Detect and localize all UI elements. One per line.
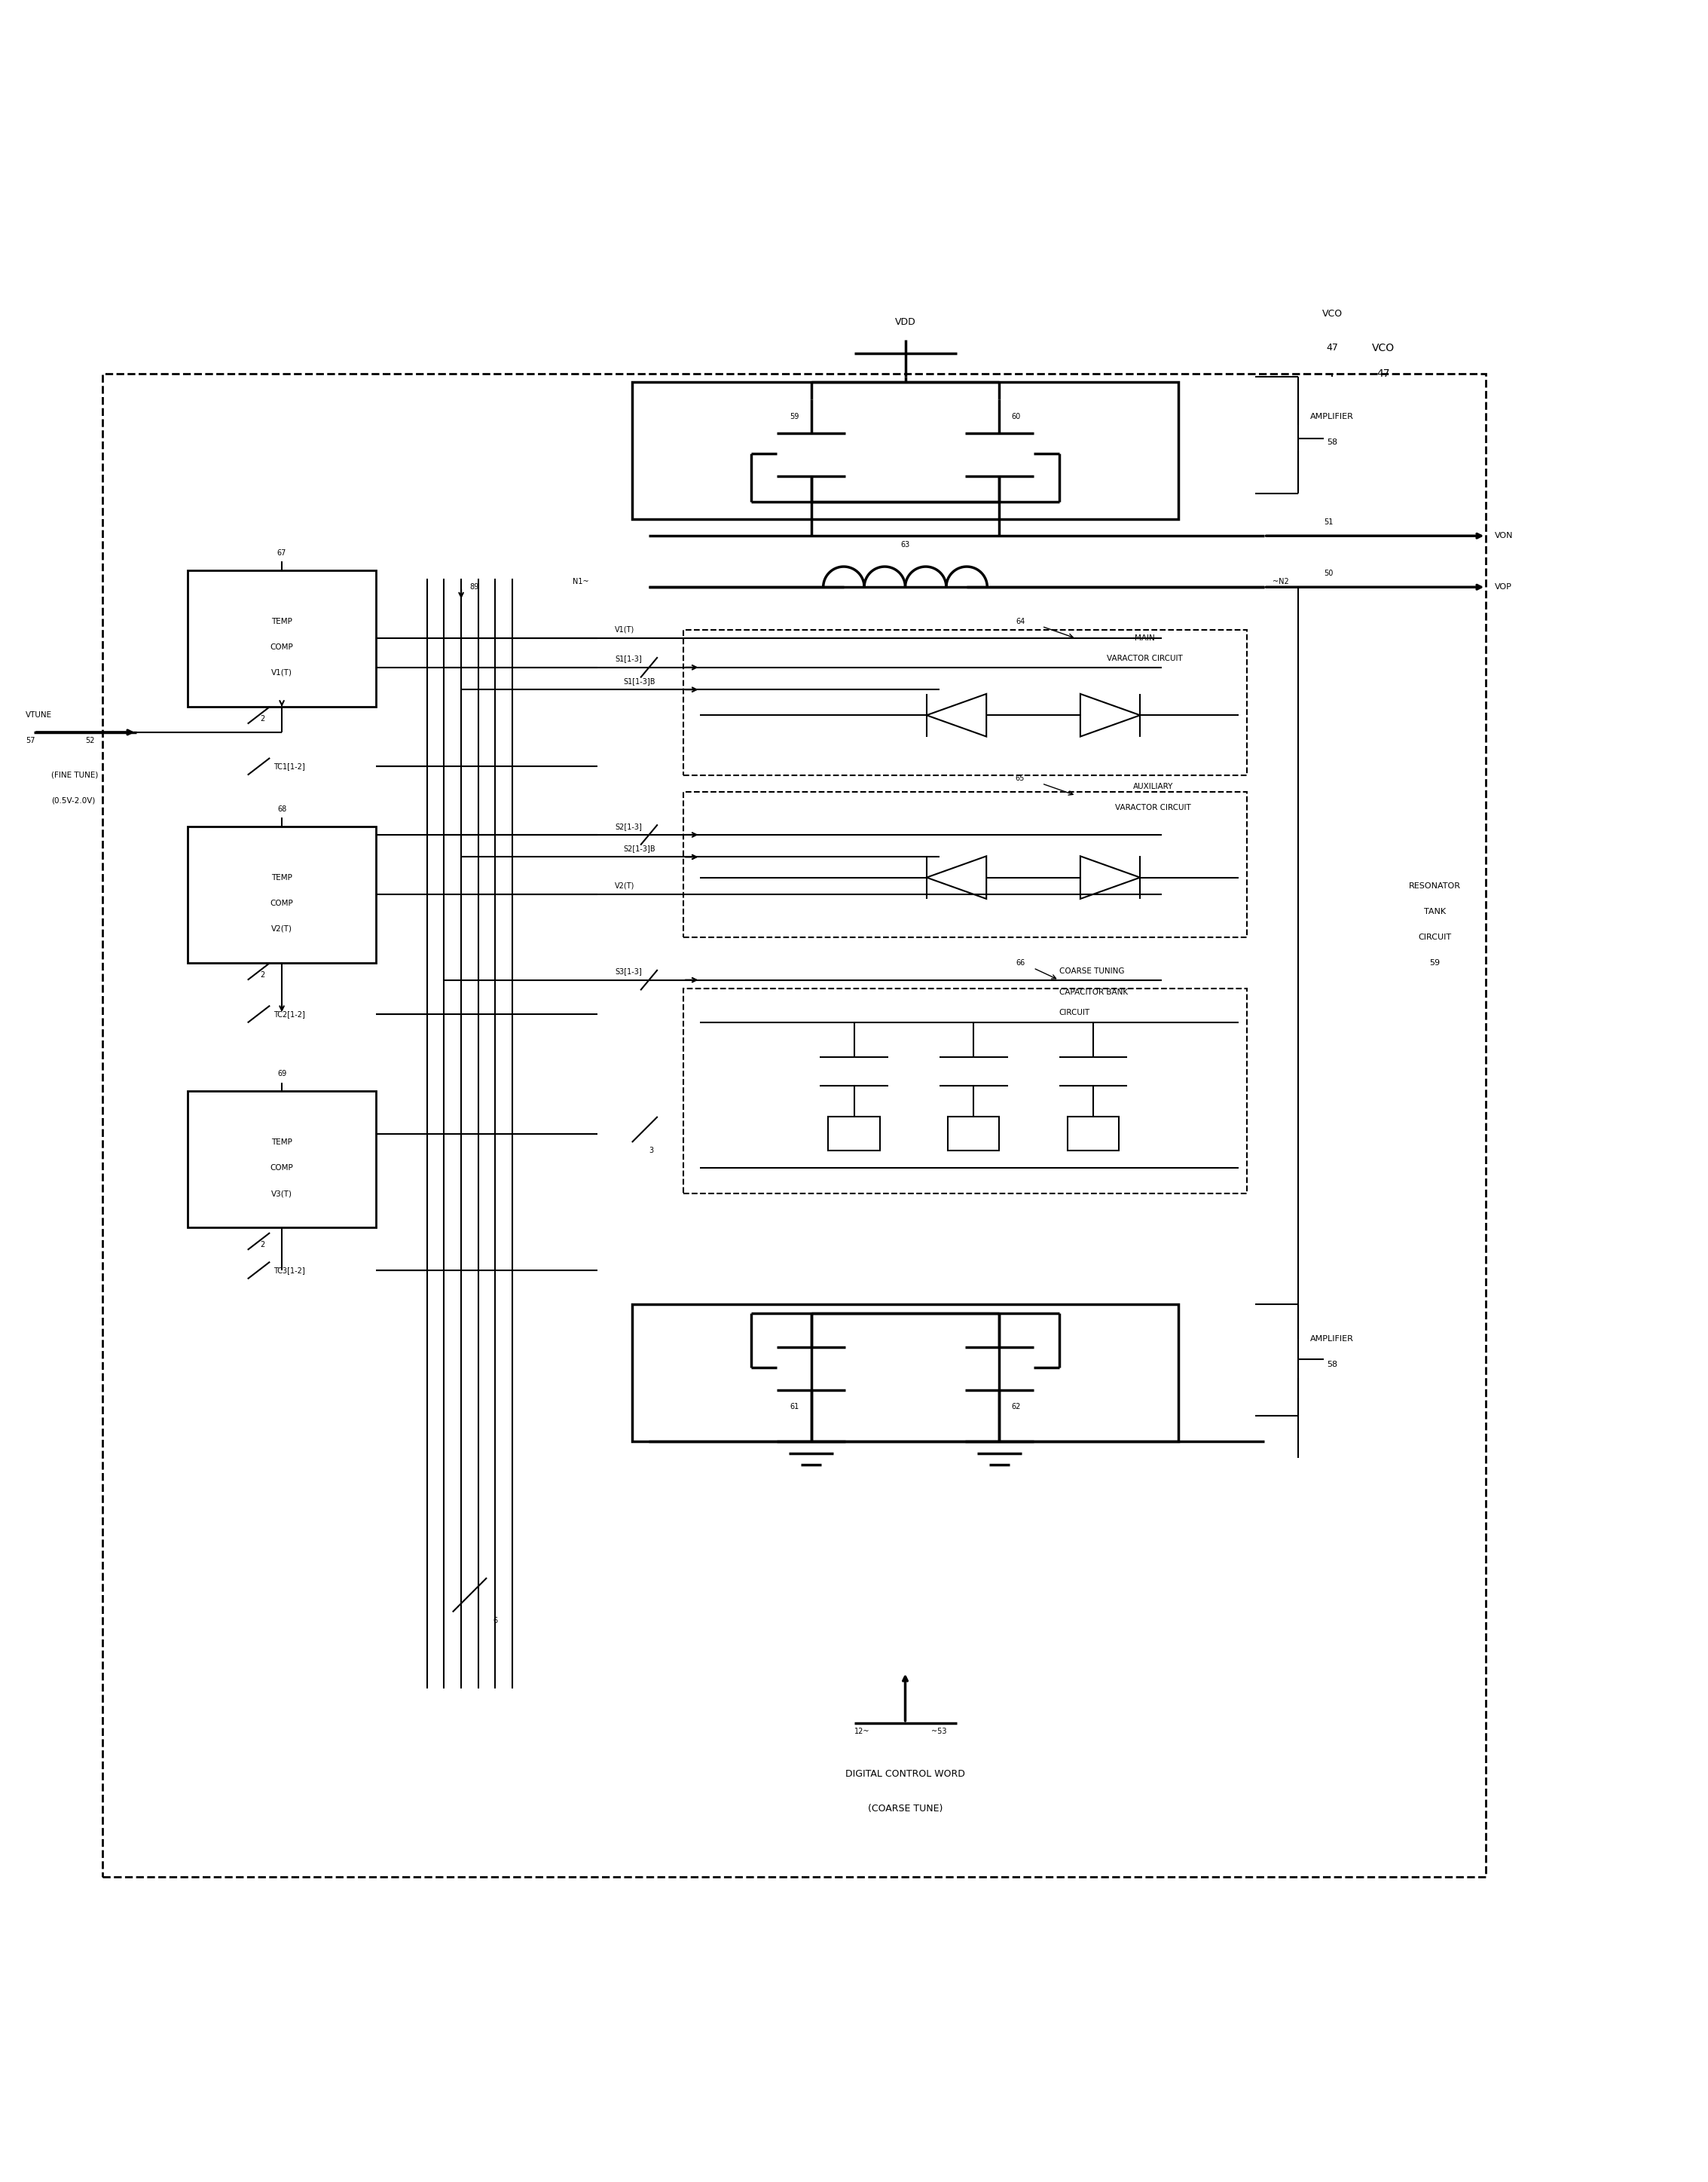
Text: 6: 6 (494, 1617, 497, 1623)
Text: 58: 58 (1327, 1362, 1337, 1368)
Text: VCO: VCO (1322, 310, 1342, 319)
Text: 59: 59 (1430, 960, 1440, 967)
Text: N1~: N1~ (572, 578, 589, 585)
Text: S1[1-3]B: S1[1-3]B (623, 676, 656, 685)
Text: TEMP: TEMP (272, 1139, 292, 1146)
Text: COMP: COMP (270, 899, 294, 908)
Bar (948, 1117, 999, 1150)
Bar (683, 988, 1247, 1194)
Text: (COARSE TUNE): (COARSE TUNE) (868, 1805, 943, 1813)
Text: VARACTOR CIRCUIT: VARACTOR CIRCUIT (1115, 803, 1190, 812)
Text: TEMP: TEMP (272, 618, 292, 624)
Text: 89: 89 (470, 583, 478, 591)
Text: 58: 58 (1327, 439, 1337, 445)
Text: VOP: VOP (1494, 583, 1512, 591)
Text: 63: 63 (900, 541, 910, 548)
Text: VTUNE: VTUNE (26, 711, 51, 720)
Text: 65: 65 (1016, 775, 1025, 781)
Text: 66: 66 (1016, 960, 1025, 967)
Text: VARACTOR CIRCUIT: VARACTOR CIRCUIT (1107, 655, 1182, 663)
Text: AUXILIARY: AUXILIARY (1132, 783, 1173, 790)
Bar (188, 827, 376, 962)
Text: 67: 67 (277, 550, 287, 556)
Text: VDD: VDD (895, 316, 915, 327)
Text: V2(T): V2(T) (615, 882, 635, 890)
Text: 62: 62 (1011, 1403, 1021, 1412)
Text: RESONATOR: RESONATOR (1409, 882, 1460, 890)
Text: 47: 47 (1377, 369, 1390, 380)
Text: 68: 68 (277, 805, 287, 814)
Text: COARSE TUNING: COARSE TUNING (1059, 967, 1124, 975)
Text: 12~: 12~ (854, 1728, 869, 1735)
Text: S1[1-3]: S1[1-3] (615, 655, 642, 663)
Text: COMP: COMP (270, 644, 294, 650)
Text: MAIN: MAIN (1134, 635, 1155, 642)
Text: TANK: TANK (1424, 908, 1445, 916)
Text: 51: 51 (1324, 519, 1332, 526)
Text: V3(T): V3(T) (272, 1189, 292, 1198)
Text: S3[1-3]: S3[1-3] (615, 967, 642, 975)
Text: 3: 3 (649, 1148, 654, 1154)
Bar (102, 373, 1486, 1877)
Text: 60: 60 (1011, 412, 1021, 421)
Text: AMPLIFIER: AMPLIFIER (1310, 412, 1354, 421)
Text: 47: 47 (1325, 343, 1339, 353)
Text: 2: 2 (260, 716, 265, 722)
Bar (632, 382, 1179, 519)
Text: TEMP: TEMP (272, 873, 292, 882)
Text: S2[1-3]: S2[1-3] (615, 823, 642, 829)
Text: CIRCUIT: CIRCUIT (1418, 934, 1452, 940)
Text: ~N2: ~N2 (1272, 578, 1290, 585)
Text: (FINE TUNE): (FINE TUNE) (51, 770, 99, 779)
Bar (683, 631, 1247, 775)
Text: DIGITAL CONTROL WORD: DIGITAL CONTROL WORD (845, 1770, 965, 1778)
Bar (828, 1117, 880, 1150)
Text: VCO: VCO (1372, 343, 1395, 353)
Text: V2(T): V2(T) (272, 925, 292, 932)
Text: 59: 59 (789, 412, 799, 421)
Text: CAPACITOR BANK: CAPACITOR BANK (1059, 988, 1127, 995)
Text: 61: 61 (789, 1403, 799, 1412)
Text: CIRCUIT: CIRCUIT (1059, 1008, 1090, 1017)
Text: V1(T): V1(T) (615, 626, 635, 633)
Bar (188, 570, 376, 707)
Text: S2[1-3]B: S2[1-3]B (623, 844, 656, 853)
Text: TC2[1-2]: TC2[1-2] (273, 1010, 304, 1019)
Text: V1(T): V1(T) (272, 668, 292, 676)
Bar (1068, 1117, 1119, 1150)
Text: 64: 64 (1016, 618, 1025, 624)
Text: VON: VON (1494, 532, 1513, 539)
Text: TC1[1-2]: TC1[1-2] (273, 764, 304, 770)
Text: 52: 52 (85, 738, 96, 744)
Text: TC3[1-2]: TC3[1-2] (273, 1266, 304, 1274)
Bar (632, 1305, 1179, 1440)
Bar (683, 792, 1247, 938)
Text: 2: 2 (260, 971, 265, 978)
Text: 50: 50 (1324, 570, 1332, 578)
Text: ~53: ~53 (931, 1728, 946, 1735)
Text: COMP: COMP (270, 1163, 294, 1172)
Text: 2: 2 (260, 1242, 265, 1248)
Text: AMPLIFIER: AMPLIFIER (1310, 1335, 1354, 1342)
Bar (188, 1091, 376, 1228)
Text: 69: 69 (277, 1069, 287, 1078)
Text: (0.5V-2.0V): (0.5V-2.0V) (51, 796, 96, 805)
Text: 57: 57 (26, 738, 36, 744)
